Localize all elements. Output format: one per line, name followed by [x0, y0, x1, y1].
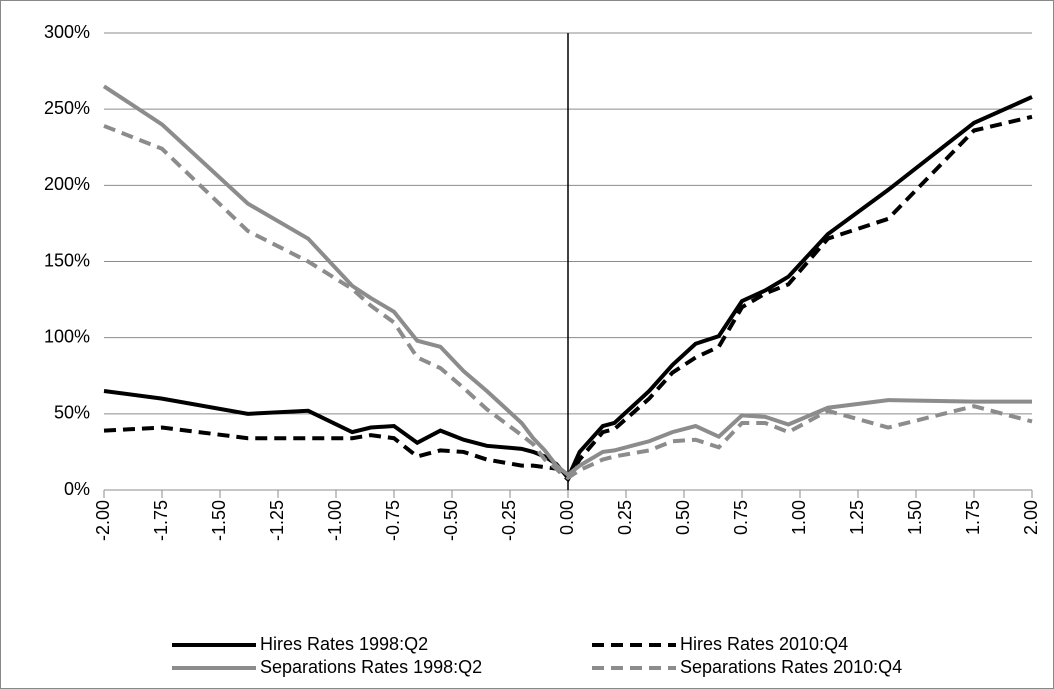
x-tick-label: -2.00 — [93, 500, 113, 541]
legend-label: Hires Rates 2010:Q4 — [680, 634, 848, 654]
series-line — [102, 84, 1032, 478]
legend-label: Hires Rates 1998:Q2 — [260, 634, 428, 654]
legend-label: Separations Rates 1998:Q2 — [260, 657, 482, 677]
y-tick-label: 0% — [64, 479, 90, 499]
x-tick-label: 0.75 — [731, 500, 751, 535]
x-tick-label: -0.50 — [441, 500, 461, 541]
x-tick-label: 0.50 — [673, 500, 693, 535]
x-tick-label: -1.50 — [209, 500, 229, 541]
y-tick-label: 50% — [54, 403, 90, 423]
legend-label: Separations Rates 2010:Q4 — [680, 657, 902, 677]
y-tick-label: 150% — [44, 250, 90, 270]
y-tick-label: 300% — [44, 22, 90, 42]
x-tick-label: 1.50 — [905, 500, 925, 535]
x-tick-label: -1.25 — [267, 500, 287, 541]
series-line — [103, 114, 1033, 483]
x-tick-label: 2.00 — [1021, 500, 1041, 535]
y-tick-label: 250% — [44, 98, 90, 118]
x-tick-label: 1.00 — [789, 500, 809, 535]
x-tick-label: 1.25 — [847, 500, 867, 535]
x-tick-label: -1.00 — [325, 500, 345, 541]
x-tick-label: 0.00 — [557, 500, 577, 535]
x-tick-label: -0.25 — [499, 500, 519, 541]
x-tick-label: -1.75 — [151, 500, 171, 541]
x-tick-label: 0.25 — [615, 500, 635, 535]
y-tick-label: 200% — [44, 174, 90, 194]
x-tick-label: 1.75 — [963, 500, 983, 535]
x-tick-label: -0.75 — [383, 500, 403, 541]
y-tick-label: 100% — [44, 326, 90, 346]
